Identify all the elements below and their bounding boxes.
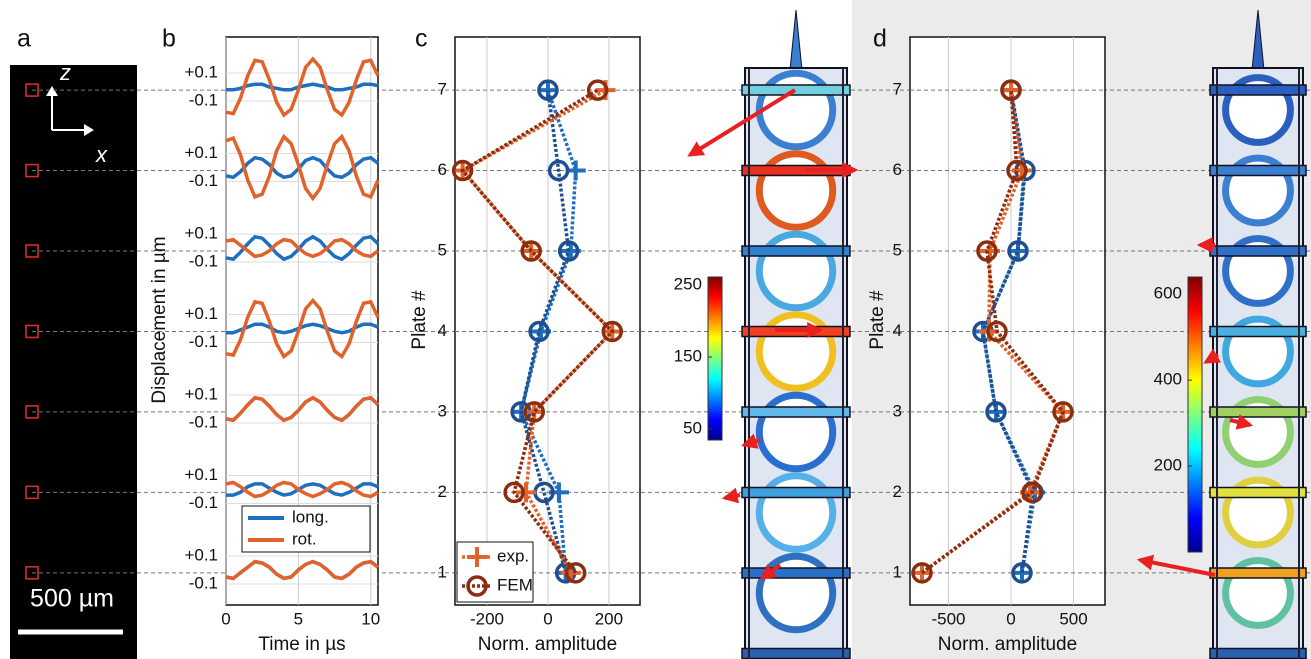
x-tick-label: 10 bbox=[361, 609, 380, 628]
y-tick-label: 2 bbox=[893, 482, 902, 501]
y-axis-label: Plate # bbox=[409, 290, 430, 350]
y-tick-label: 6 bbox=[438, 160, 447, 179]
x-tick-label: 5 bbox=[294, 609, 303, 628]
colorbar-label: 250 bbox=[674, 274, 702, 293]
y-tick-label: 1 bbox=[893, 562, 902, 581]
x-tick-label: -500 bbox=[931, 609, 965, 628]
legend-label: long. bbox=[292, 507, 329, 526]
panel-label: a bbox=[17, 25, 31, 53]
fem-plate bbox=[1210, 568, 1306, 578]
y-tick-label: +0.1 bbox=[184, 143, 218, 162]
y-tick-label: -0.1 bbox=[189, 412, 218, 431]
x-axis-label: Time in µs bbox=[258, 634, 345, 655]
x-tick-label: 500 bbox=[1059, 609, 1087, 628]
y-tick-label: 7 bbox=[893, 80, 902, 99]
x-axis-label: Norm. amplitude bbox=[478, 634, 617, 655]
y-tick-label: -0.1 bbox=[189, 251, 218, 270]
fem-plate bbox=[742, 568, 850, 578]
fem-plate bbox=[742, 85, 850, 95]
fem-plate bbox=[742, 488, 850, 498]
y-axis-label: Displacement in µm bbox=[149, 236, 170, 403]
y-tick-label: +0.1 bbox=[184, 545, 218, 564]
y-tick-label: +0.1 bbox=[184, 223, 218, 242]
y-tick-label: 3 bbox=[893, 401, 902, 420]
fem-plate bbox=[1210, 85, 1306, 95]
figure: a z x 500 µm b0510+0.1-0.1+0.1-0.1+0.1-0… bbox=[0, 0, 1311, 659]
panel-label: c bbox=[415, 25, 428, 53]
legend-label: rot. bbox=[292, 529, 317, 548]
panel-label: d bbox=[873, 25, 887, 53]
y-tick-label: 2 bbox=[438, 482, 447, 501]
fem-plate bbox=[1210, 649, 1306, 659]
y-tick-label: -0.1 bbox=[189, 90, 218, 109]
x-tick-label: 0 bbox=[543, 609, 552, 628]
colorbar-label: 50 bbox=[683, 419, 702, 438]
scale-bar-label: 500 µm bbox=[30, 585, 114, 613]
fem-plate bbox=[1210, 246, 1306, 256]
legend-label: FEM bbox=[497, 575, 533, 594]
y-tick-label: +0.1 bbox=[184, 384, 218, 403]
fem-plate bbox=[742, 407, 850, 417]
x-tick-label: 0 bbox=[221, 609, 230, 628]
colorbar-label: 200 bbox=[1154, 456, 1182, 475]
y-tick-label: 6 bbox=[893, 160, 902, 179]
y-tick-label: 7 bbox=[438, 80, 447, 99]
legend-label: exp. bbox=[497, 546, 529, 565]
y-tick-label: -0.1 bbox=[189, 493, 218, 512]
y-tick-label: -0.1 bbox=[189, 332, 218, 351]
colorbar bbox=[1188, 277, 1202, 552]
fem-plate bbox=[742, 246, 850, 256]
x-tick-label: 0 bbox=[1006, 609, 1015, 628]
y-tick-label: 5 bbox=[438, 240, 447, 259]
y-axis-label: Plate # bbox=[867, 290, 888, 350]
fem-plate bbox=[1210, 488, 1306, 498]
colorbar-label: 150 bbox=[674, 347, 702, 366]
panel-label: b bbox=[162, 25, 176, 53]
micrograph bbox=[10, 65, 137, 659]
x-tick-label: -200 bbox=[470, 609, 504, 628]
y-tick-label: +0.1 bbox=[184, 304, 218, 323]
colorbar-label: 400 bbox=[1154, 370, 1182, 389]
colorbar-label: 600 bbox=[1154, 284, 1182, 303]
fem-tip bbox=[790, 10, 802, 70]
axis-x: x bbox=[95, 142, 108, 167]
colorbar bbox=[708, 277, 722, 440]
y-tick-label: -0.1 bbox=[189, 573, 218, 592]
y-tick-label: +0.1 bbox=[184, 62, 218, 81]
y-tick-label: 1 bbox=[438, 562, 447, 581]
x-tick-label: 200 bbox=[595, 609, 623, 628]
y-tick-label: 4 bbox=[438, 321, 447, 340]
y-tick-label: 4 bbox=[893, 321, 902, 340]
fem-plate bbox=[1210, 166, 1306, 176]
y-tick-label: -0.1 bbox=[189, 171, 218, 190]
y-tick-label: 5 bbox=[893, 240, 902, 259]
plot-frame bbox=[910, 37, 1105, 605]
y-tick-label: +0.1 bbox=[184, 465, 218, 484]
displacement-arrow bbox=[725, 495, 740, 498]
y-tick-label: 3 bbox=[438, 401, 447, 420]
fem-plate bbox=[1210, 407, 1306, 417]
fem-plate bbox=[742, 649, 850, 659]
axis-z: z bbox=[59, 60, 71, 85]
fem-plate bbox=[1210, 327, 1306, 337]
x-axis-label: Norm. amplitude bbox=[938, 634, 1077, 655]
